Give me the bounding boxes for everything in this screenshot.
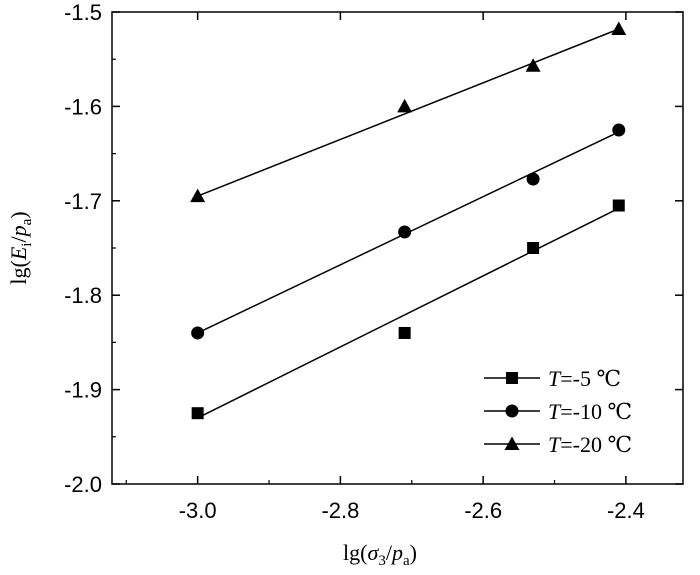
x-tick-label: -2.6 (464, 498, 502, 523)
fit-line-square (197, 207, 620, 419)
y-axis-title-prefix: lg( (6, 260, 31, 284)
legend: T=-5 ℃T=-10 ℃T=-20 ℃ (484, 366, 632, 457)
data-point-circle (612, 123, 626, 137)
y-axis-title-var-sub: i (19, 243, 35, 247)
fit-lines (197, 28, 620, 419)
legend-label-rest: =-5 ℃ (560, 366, 621, 391)
legend-marker-circle (505, 404, 519, 418)
data-point-circle (398, 225, 412, 239)
x-axis-title-p-sub: a (403, 553, 410, 569)
legend-label-var: T (548, 399, 562, 424)
data-point-circle (526, 172, 540, 186)
y-axis-title-suffix: ) (6, 211, 31, 218)
y-axis-title-p-sub: a (19, 218, 35, 225)
x-axis-title-p: p (390, 540, 403, 565)
x-tick-label: -2.4 (607, 498, 645, 523)
y-axis-title-slash: / (6, 236, 31, 243)
data-point-triangle (525, 58, 541, 72)
legend-label: T=-20 ℃ (548, 432, 632, 457)
x-tick-label: -3.0 (179, 498, 217, 523)
data-point-square (398, 326, 411, 339)
data-point-square (191, 407, 204, 420)
legend-marker-triangle (504, 436, 520, 450)
y-tick-label: -1.9 (64, 378, 102, 403)
ticks: -3.0 -2.8 -2.6 -2.4 -2.0 -1.9 -1.8 -1.7 -1.6 -1.5 (64, 0, 683, 523)
data-point-square (612, 199, 625, 212)
x-tick-label: -2.8 (321, 498, 359, 523)
x-axis-title-slash: / (386, 540, 393, 565)
legend-label: T=-5 ℃ (548, 366, 621, 391)
y-axis-title-p: p (6, 225, 31, 238)
x-axis-title-var-sub: 3 (378, 553, 386, 569)
data-point-triangle (611, 21, 627, 35)
legend-label-rest: =-10 ℃ (560, 399, 632, 424)
data-point-square (527, 242, 540, 254)
y-tick-label: -1.7 (64, 189, 102, 214)
y-tick-label: -2.0 (64, 472, 102, 497)
y-tick-label: -1.8 (64, 283, 102, 308)
data-point-triangle (190, 188, 206, 203)
y-axis-title-var: E (6, 246, 31, 261)
x-axis-title-var: σ (367, 540, 379, 565)
legend-label-var: T (548, 432, 562, 457)
data-point-circle (191, 326, 205, 340)
x-axis-title-suffix: ) (410, 540, 417, 565)
y-axis-title: lg(Ei/pa) (6, 211, 35, 284)
legend-label-var: T (548, 366, 562, 391)
legend-marker-square (506, 372, 518, 384)
data-points (190, 21, 627, 420)
fit-line-triangle (197, 28, 620, 197)
legend-label-rest: =-20 ℃ (560, 432, 632, 457)
x-axis-title-prefix: lg( (343, 540, 367, 565)
legend-label: T=-10 ℃ (548, 399, 632, 424)
data-point-triangle (397, 98, 413, 113)
y-tick-label: -1.6 (64, 94, 102, 119)
y-tick-label: -1.5 (64, 0, 102, 25)
x-axis-title: lg(σ3/pa) (343, 540, 417, 569)
